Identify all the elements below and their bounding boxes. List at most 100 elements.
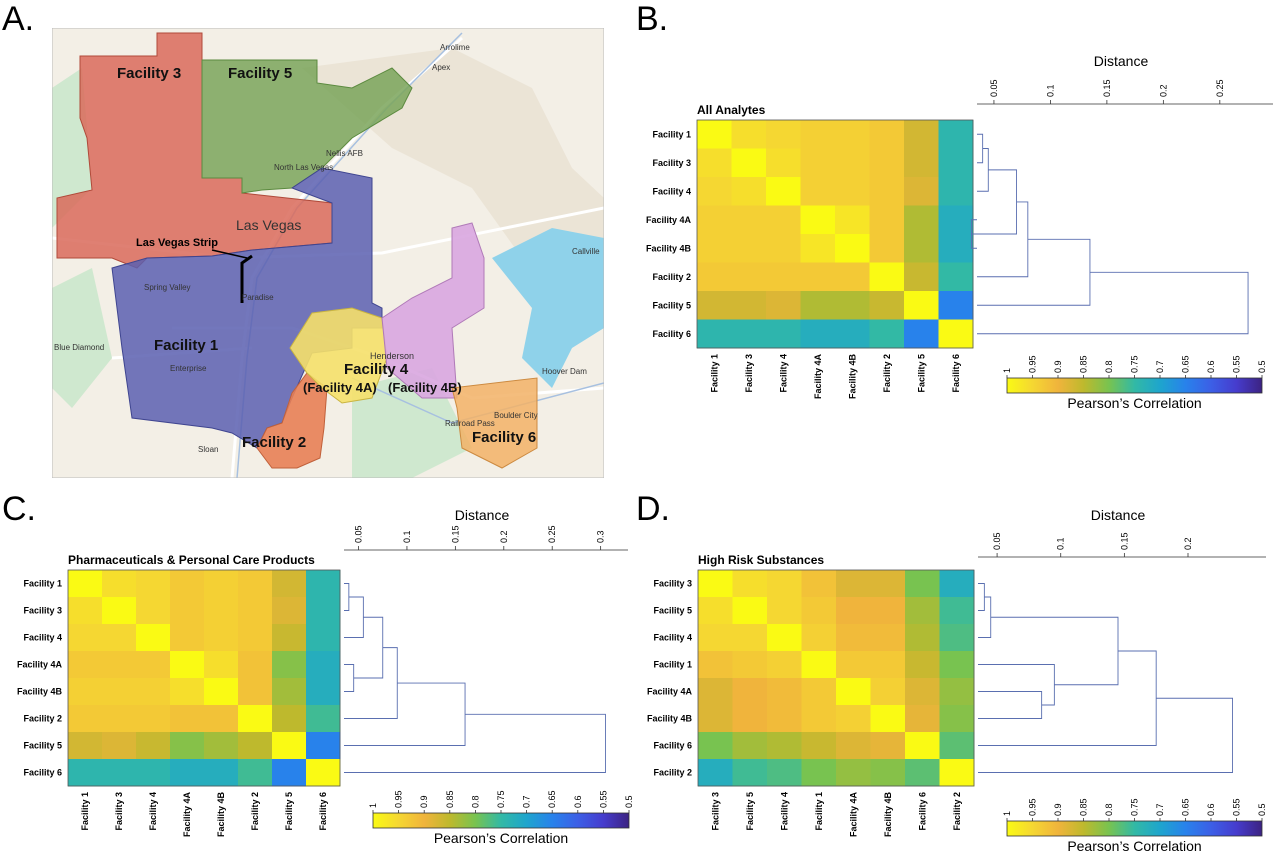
heatmap-cell xyxy=(697,291,732,320)
heatmap-cell xyxy=(904,319,939,349)
distance-tick-label: 0.1 xyxy=(402,530,412,543)
heatmap-cell xyxy=(766,205,801,235)
heatmap-panel-b: All Analytes Facility 1 Facility 3 Facility… xyxy=(646,53,1273,411)
colorbar-tick-label: 0.9 xyxy=(1053,360,1063,373)
heatmap-cell xyxy=(136,732,171,760)
heatmap-cell xyxy=(698,678,733,706)
heatmap-cell xyxy=(836,732,871,760)
heatmap-cell xyxy=(800,262,836,292)
heatmap-cell xyxy=(697,148,732,178)
heatmap-cell xyxy=(731,234,767,263)
heatmap-cell xyxy=(68,570,103,598)
dendrogram xyxy=(344,583,606,773)
dendrogram-link xyxy=(344,647,398,719)
heatmap-cell xyxy=(698,624,733,652)
colorbar-tick-label: 1 xyxy=(1002,811,1012,816)
heatmap-cell xyxy=(238,597,273,625)
heatmap-cell xyxy=(800,177,836,206)
heatmap-cell xyxy=(767,705,802,733)
heatmap-cell xyxy=(801,732,837,760)
dendrogram-link xyxy=(977,148,989,192)
heatmap-cell xyxy=(697,262,732,292)
heatmap-cell xyxy=(731,319,767,349)
distance-axis-label: Distance xyxy=(1091,507,1146,523)
heatmap-cell xyxy=(731,177,767,206)
heatmap-cell xyxy=(905,624,940,652)
heatmap-cell xyxy=(869,120,905,149)
heatmap-cell xyxy=(836,597,871,625)
colorbar-tick-label: 0.9 xyxy=(1053,803,1063,816)
heatmap-cell xyxy=(697,205,732,235)
heatmap-cell xyxy=(170,651,205,679)
heatmap-cell xyxy=(800,205,836,235)
label-arrolime: Arrolime xyxy=(440,43,470,52)
row-label: Facility 2 xyxy=(23,714,62,724)
heatmap-cell xyxy=(306,570,341,598)
heatmap-title: All Analytes xyxy=(697,103,766,117)
heatmap-cell xyxy=(767,651,802,679)
colorbar-tick-label: 0.85 xyxy=(445,790,455,808)
column-label: Facility 6 xyxy=(318,792,328,831)
row-label: Facility 6 xyxy=(23,768,62,778)
label-sloan: Sloan xyxy=(198,445,218,454)
heatmap-cell xyxy=(905,570,940,598)
heatmap-cell xyxy=(801,597,837,625)
heatmap-cell xyxy=(904,177,939,206)
heatmap-cell xyxy=(68,705,103,733)
label-las-vegas: Las Vegas xyxy=(236,217,301,233)
heatmap-cell xyxy=(870,597,906,625)
heatmap-cell xyxy=(939,759,975,787)
label-nellis-afb: Nellis AFB xyxy=(326,149,363,158)
heatmap-title: High Risk Substances xyxy=(698,553,824,567)
heatmap-cell xyxy=(170,759,205,787)
heatmap-cell xyxy=(136,651,171,679)
label-facility-3: Facility 3 xyxy=(117,65,181,82)
column-label: Facility 3 xyxy=(114,792,124,831)
row-label: Facility 4A xyxy=(646,215,692,225)
strip-leader-line xyxy=(211,249,248,259)
colorbar-tick-label: 0.75 xyxy=(496,790,506,808)
heatmap-cell xyxy=(870,759,906,787)
column-label: Facility 4 xyxy=(778,354,788,393)
label-facility-4b: (Facility 4B) xyxy=(388,380,462,395)
heatmap-cell xyxy=(731,205,767,235)
row-label: Facility 4A xyxy=(17,660,63,670)
distance-tick-label: 0.2 xyxy=(499,530,509,543)
column-label: Facility 1 xyxy=(709,354,719,393)
heatmap-cell xyxy=(869,319,905,349)
heatmap-cell xyxy=(732,678,768,706)
heatmap-cell xyxy=(732,570,768,598)
distance-tick-label: 0.15 xyxy=(450,525,460,543)
colorbar-tick-label: 0.85 xyxy=(1079,798,1089,816)
colorbar-tick-label: 0.65 xyxy=(547,790,557,808)
heatmap-cell xyxy=(102,732,137,760)
label-facility-4: Facility 4 xyxy=(344,361,409,378)
dendrogram xyxy=(978,583,1233,773)
heatmap-cell xyxy=(836,678,871,706)
heatmap-cell xyxy=(801,678,837,706)
heatmap-cell xyxy=(698,651,733,679)
dendrogram-link xyxy=(978,691,1043,719)
column-label: Facility 4A xyxy=(182,792,192,838)
heatmap-cell xyxy=(102,624,137,652)
label-blue-diamond: Blue Diamond xyxy=(54,343,104,352)
dendrogram-link xyxy=(978,664,1055,706)
label-facility-2: Facility 2 xyxy=(242,434,306,451)
heatmap-cell xyxy=(731,148,767,178)
heatmap-cell xyxy=(732,759,768,787)
heatmap-cell xyxy=(905,705,940,733)
region-facility-4b xyxy=(381,222,485,399)
row-label: Facility 5 xyxy=(652,300,691,310)
heatmap-cell xyxy=(870,651,906,679)
heatmap-cell xyxy=(938,319,974,349)
colorbar-tick-label: 0.65 xyxy=(1181,355,1191,373)
heatmap-cell xyxy=(272,705,307,733)
column-label: Facility 5 xyxy=(916,354,926,393)
label-henderson: Henderson xyxy=(370,351,414,361)
heatmap-cell xyxy=(732,624,768,652)
dendrogram-link xyxy=(344,682,466,746)
heatmap-title: Pharmaceuticals & Personal Care Products xyxy=(68,553,315,567)
heatmap-cell xyxy=(170,624,205,652)
dendrogram-link xyxy=(977,271,1249,335)
label-spring-valley: Spring Valley xyxy=(144,283,191,292)
